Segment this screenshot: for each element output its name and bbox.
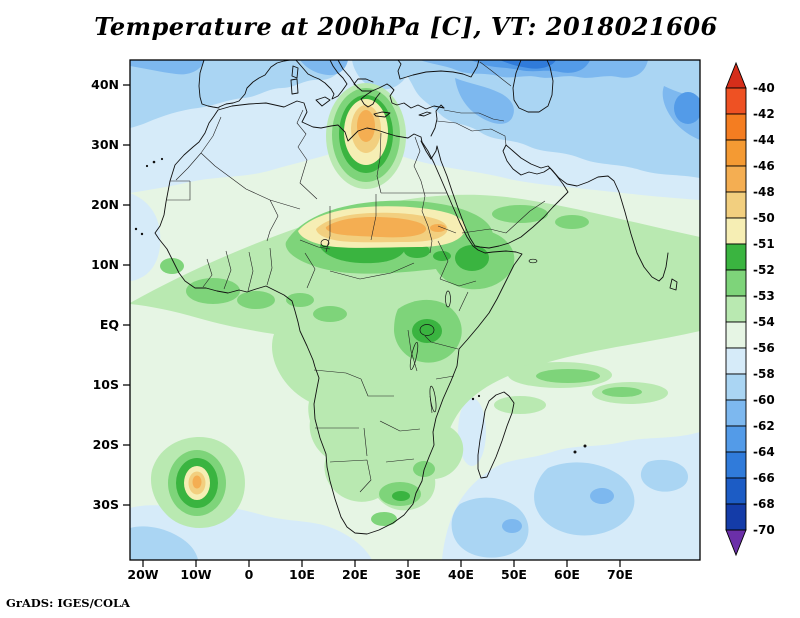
- y-tick-label: 10N: [91, 257, 119, 272]
- colorbar-labels: -40 -42 -44 -46 -48 -50 -51 -52 -53 -54 …: [753, 81, 775, 537]
- y-axis-labels: 40N 30N 20N 10N EQ 10S 20S 30S: [91, 77, 119, 512]
- africa-coastline: [154, 100, 523, 535]
- colorbar-swatch: [725, 295, 747, 323]
- colorbar-label: -42: [753, 107, 775, 121]
- x-tick-label: 10E: [289, 567, 315, 582]
- x-axis-labels: 20W 10W 0 10E 20E 30E 40E 50E 60E 70E: [127, 567, 633, 582]
- colorbar-swatch: [725, 451, 747, 479]
- arabia-coastline: [420, 140, 569, 249]
- x-tick-label: 20W: [127, 567, 158, 582]
- small-islands: [134, 157, 587, 454]
- x-tick-label: 60E: [554, 567, 580, 582]
- colorbar-label: -58: [753, 367, 775, 381]
- y-tick-label: 40N: [91, 77, 119, 92]
- x-tick-label: 70E: [607, 567, 633, 582]
- x-tick-label: 10W: [180, 567, 211, 582]
- colorbar-swatch: [725, 321, 747, 349]
- x-axis-tickmarks: [142, 560, 621, 567]
- colorbar-label: -46: [753, 159, 775, 173]
- colorbar-swatch: [725, 269, 747, 297]
- iran-india-coastline: [505, 144, 669, 282]
- figure-title: Temperature at 200hPa [C], VT: 201802160…: [94, 12, 718, 41]
- turkey-north-coastline: [397, 60, 480, 80]
- colorbar-swatch: [725, 113, 747, 141]
- colorbar-label: -60: [753, 393, 775, 407]
- y-tick-label: 30N: [91, 137, 119, 152]
- x-tick-label: 20E: [342, 567, 368, 582]
- colorbar-label: -64: [753, 445, 775, 459]
- grads-attribution: GrADS: IGES/COLA: [6, 596, 130, 610]
- colorbar-swatch: [725, 243, 747, 271]
- y-tick-label: 30S: [93, 497, 119, 512]
- colorbar: -40 -42 -44 -46 -48 -50 -51 -52 -53 -54 …: [725, 61, 775, 557]
- turkey-south-coastline: [386, 83, 445, 110]
- colorbar-label: -54: [753, 315, 775, 329]
- colorbar-swatch: [725, 477, 747, 505]
- colorbar-arrow-top: [725, 61, 747, 89]
- x-tick-label: 50E: [501, 567, 527, 582]
- y-axis-tickmarks: [123, 84, 130, 506]
- colorbar-swatch: [725, 503, 747, 531]
- colorbar-label: -52: [753, 263, 775, 277]
- y-tick-label: EQ: [100, 317, 119, 332]
- temperature-field: [130, 60, 700, 560]
- colorbar-label: -44: [753, 133, 775, 147]
- colorbar-label: -50: [753, 211, 775, 225]
- colorbar-label: -53: [753, 289, 775, 303]
- levant-coastline: [430, 104, 445, 137]
- country-borders: [167, 61, 546, 493]
- nile-river: [413, 136, 433, 254]
- colorbar-label: -51: [753, 237, 775, 251]
- x-tick-label: 40E: [448, 567, 474, 582]
- colorbar-label: -48: [753, 185, 775, 199]
- greece-coastline: [353, 78, 388, 108]
- colorbar-swatch: [725, 373, 747, 401]
- lakes: [320, 239, 538, 413]
- colorbar-swatch: [725, 399, 747, 427]
- colorbar-label: -40: [753, 81, 775, 95]
- colorbar-swatch: [725, 191, 747, 219]
- y-tick-label: 20N: [91, 197, 119, 212]
- colorbar-swatch: [725, 139, 747, 167]
- caspian-coastline: [512, 60, 554, 113]
- sri-lanka-coastline: [669, 278, 678, 291]
- colorbar-label: -66: [753, 471, 775, 485]
- colorbar-label: -68: [753, 497, 775, 511]
- mediterranean-islands: [290, 65, 432, 118]
- colorbar-arrow-bottom: [725, 529, 747, 557]
- y-tick-label: 10S: [93, 377, 119, 392]
- x-tick-label: 0: [245, 567, 254, 582]
- colorbar-label: -70: [753, 523, 775, 537]
- colorbar-swatch: [725, 87, 747, 115]
- colorbar-label: -56: [753, 341, 775, 355]
- plot-border: [129, 59, 701, 561]
- madagascar-coastline: [477, 391, 515, 479]
- y-tick-label: 20S: [93, 437, 119, 452]
- colorbar-swatch: [725, 425, 747, 453]
- italy-coastline: [295, 60, 359, 100]
- geography: [134, 60, 678, 535]
- colorbar-swatch: [725, 347, 747, 375]
- x-tick-label: 30E: [395, 567, 421, 582]
- colorbar-swatch: [725, 165, 747, 193]
- iberia-coastline: [198, 60, 291, 109]
- colorbar-label: -62: [753, 419, 775, 433]
- colorbar-swatch: [725, 217, 747, 245]
